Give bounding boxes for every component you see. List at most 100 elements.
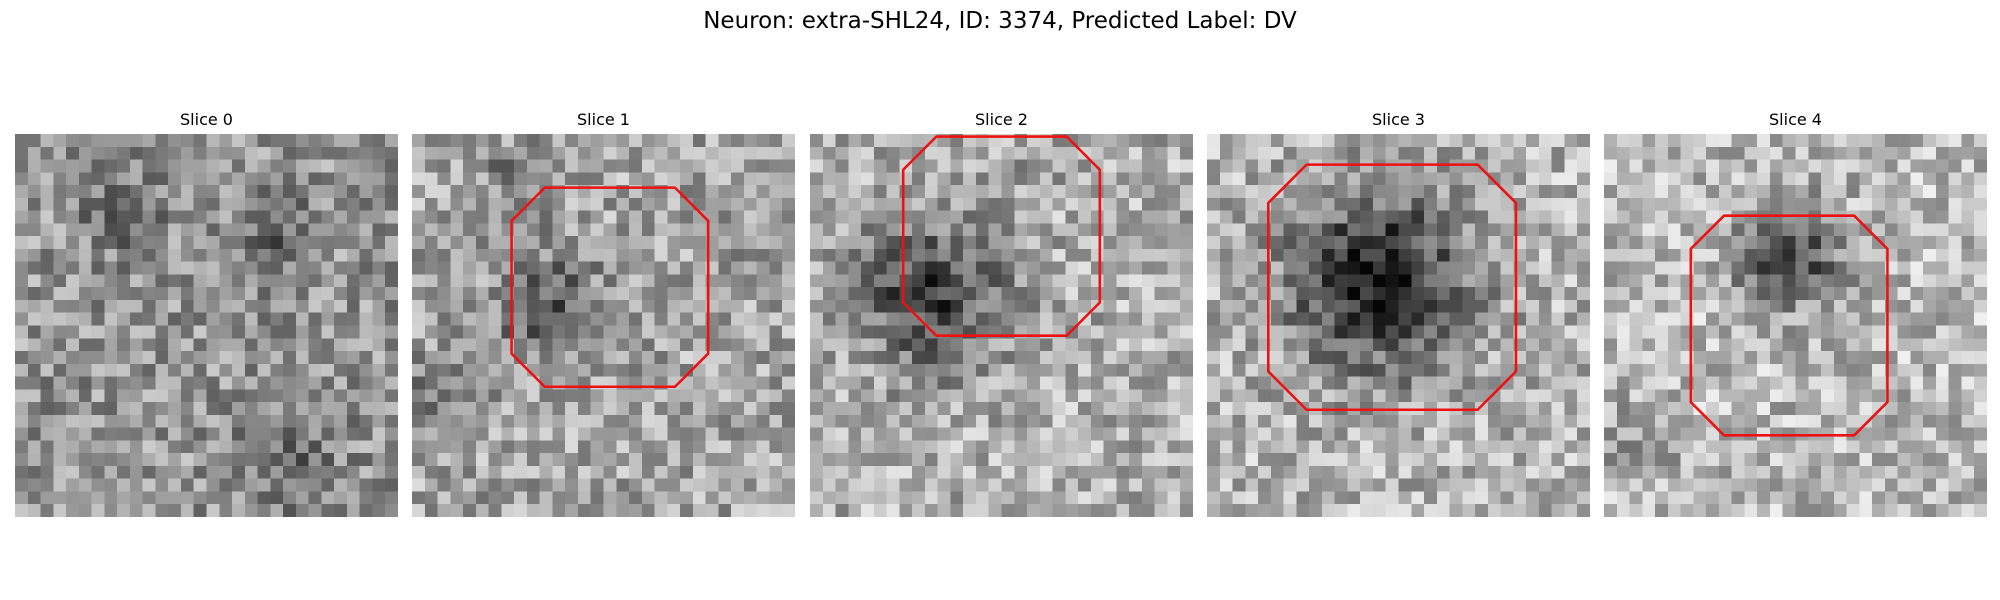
image-pixel	[1321, 504, 1335, 517]
image-pixel	[1923, 172, 1937, 186]
image-pixel	[206, 440, 220, 454]
image-pixel	[334, 197, 348, 211]
image-pixel	[1116, 363, 1130, 377]
image-pixel	[78, 414, 92, 428]
image-pixel	[1808, 389, 1822, 403]
image-pixel	[1706, 376, 1720, 390]
image-pixel	[577, 146, 591, 160]
image-pixel	[1141, 491, 1155, 505]
image-pixel	[463, 453, 477, 467]
image-pixel	[1411, 491, 1425, 505]
image-pixel	[1744, 185, 1758, 199]
image-pixel	[1347, 236, 1361, 250]
image-pixel	[475, 351, 489, 365]
image-pixel	[1372, 414, 1386, 428]
image-pixel	[412, 351, 426, 365]
image-pixel	[385, 159, 398, 173]
image-pixel	[718, 223, 732, 237]
image-pixel	[1154, 453, 1168, 467]
image-pixel	[590, 440, 604, 454]
image-pixel	[1219, 274, 1233, 288]
image-pixel	[1782, 159, 1796, 173]
image-pixel	[514, 312, 528, 326]
image-pixel	[603, 414, 617, 428]
image-pixel	[1052, 414, 1066, 428]
image-pixel	[743, 185, 757, 199]
image-pixel	[1129, 185, 1143, 199]
image-pixel	[104, 325, 118, 339]
image-pixel	[743, 197, 757, 211]
image-pixel	[206, 376, 220, 390]
image-pixel	[514, 491, 528, 505]
image-pixel	[1667, 287, 1681, 301]
image-pixel	[1385, 159, 1399, 173]
image-pixel	[1859, 146, 1873, 160]
image-pixel	[552, 134, 566, 148]
image-pixel	[1706, 478, 1720, 492]
image-pixel	[1808, 414, 1822, 428]
image-pixel	[731, 427, 745, 441]
image-pixel	[1629, 414, 1643, 428]
image-pixel	[1039, 440, 1053, 454]
image-pixel	[308, 146, 322, 160]
image-pixel	[334, 236, 348, 250]
image-pixel	[641, 248, 655, 262]
image-pixel	[1500, 351, 1514, 365]
image-pixel	[552, 351, 566, 365]
image-pixel	[731, 389, 745, 403]
image-pixel	[1039, 146, 1053, 160]
image-pixel	[1795, 197, 1809, 211]
image-pixel	[1910, 478, 1924, 492]
image-pixel	[1475, 440, 1489, 454]
image-pixel	[1385, 146, 1399, 160]
image-pixel	[1808, 210, 1822, 224]
image-pixel	[1577, 146, 1590, 160]
image-pixel	[552, 478, 566, 492]
image-pixel	[104, 478, 118, 492]
image-pixel	[654, 197, 668, 211]
image-pixel	[886, 478, 900, 492]
image-pixel	[667, 363, 681, 377]
image-pixel	[1564, 274, 1578, 288]
image-pixel	[667, 325, 681, 339]
image-pixel	[1551, 465, 1565, 479]
image-pixel	[1795, 389, 1809, 403]
image-pixel	[1604, 274, 1618, 288]
image-pixel	[142, 338, 156, 352]
image-pixel	[1757, 414, 1771, 428]
image-pixel	[1154, 440, 1168, 454]
image-pixel	[1245, 236, 1259, 250]
image-pixel	[15, 236, 29, 250]
image-pixel	[899, 146, 913, 160]
image-pixel	[1207, 172, 1221, 186]
image-pixel	[680, 274, 694, 288]
image-pixel	[1385, 427, 1399, 441]
image-pixel	[15, 491, 29, 505]
image-pixel	[1052, 376, 1066, 390]
image-pixel	[1782, 453, 1796, 467]
image-pixel	[1360, 338, 1374, 352]
image-pixel	[1154, 287, 1168, 301]
image-pixel	[1731, 312, 1745, 326]
image-pixel	[616, 414, 630, 428]
image-pixel	[1693, 134, 1707, 148]
image-pixel	[1833, 325, 1847, 339]
image-pixel	[450, 376, 464, 390]
image-pixel	[1513, 146, 1527, 160]
image-pixel	[899, 312, 913, 326]
image-pixel	[1577, 427, 1590, 441]
image-pixel	[1487, 440, 1501, 454]
image-pixel	[873, 287, 887, 301]
image-pixel	[295, 363, 309, 377]
image-pixel	[1821, 389, 1835, 403]
image-pixel	[53, 376, 67, 390]
image-pixel	[756, 465, 770, 479]
image-pixel	[40, 402, 54, 416]
image-pixel	[412, 248, 426, 262]
image-pixel	[91, 453, 105, 467]
image-pixel	[1744, 261, 1758, 275]
image-pixel	[873, 134, 887, 148]
image-pixel	[270, 172, 284, 186]
image-pixel	[1616, 491, 1630, 505]
image-pixel	[1039, 236, 1053, 250]
